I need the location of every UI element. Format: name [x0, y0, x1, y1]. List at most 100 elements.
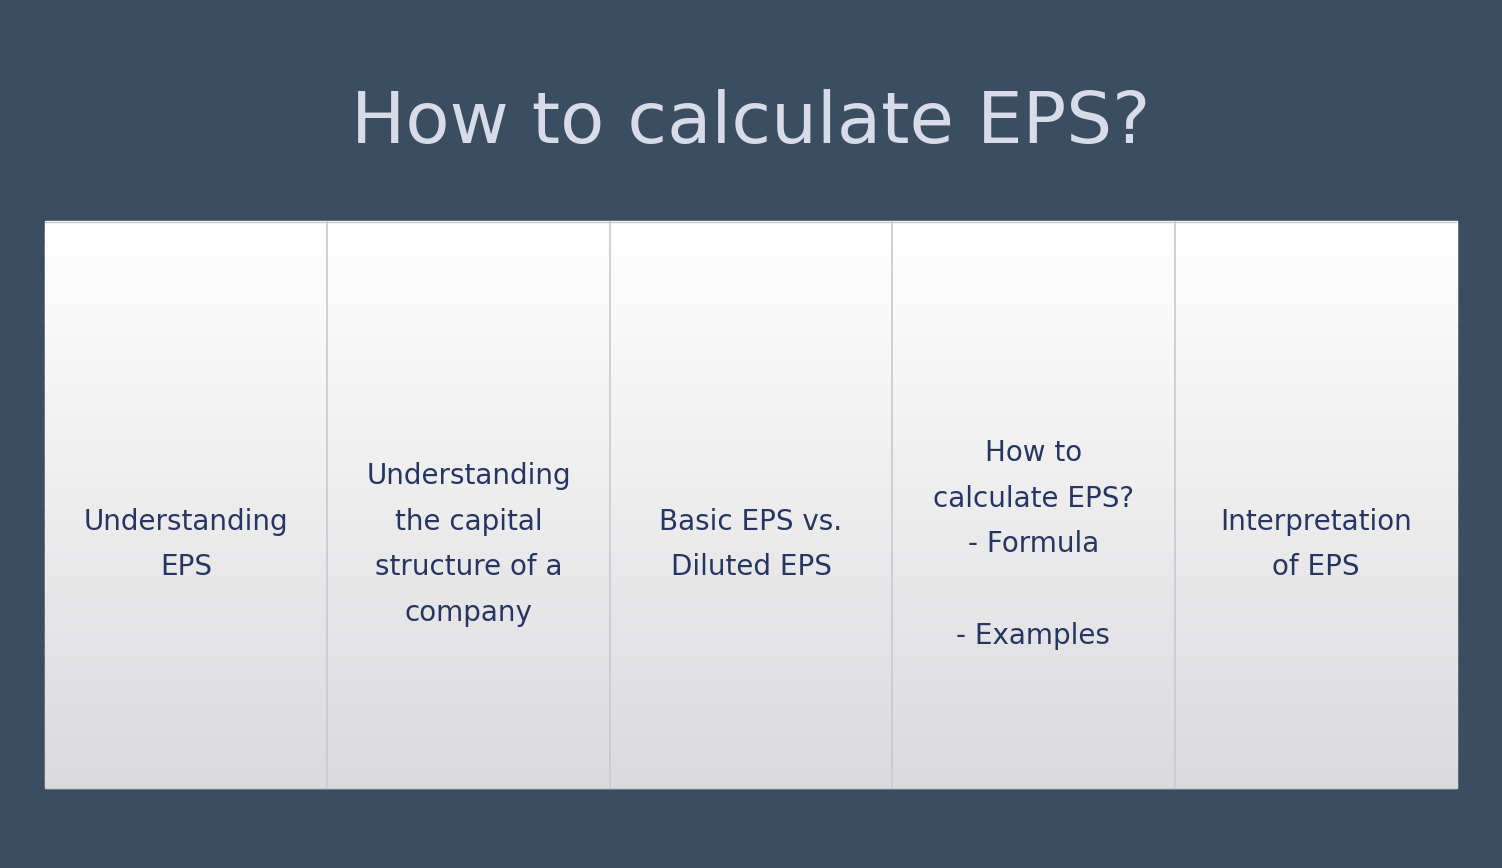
Bar [45, 788, 1457, 851]
Bar [45, 476, 1457, 479]
Bar [45, 603, 1457, 607]
Bar [45, 232, 1457, 236]
Bar [45, 319, 1457, 324]
Bar [45, 740, 1457, 743]
Bar [45, 747, 1457, 752]
Bar [45, 354, 1457, 358]
Bar [45, 779, 1457, 782]
Bar [45, 345, 1457, 349]
Bar [45, 473, 1457, 477]
Bar [45, 770, 1457, 774]
Bar [45, 561, 1457, 564]
Bar [45, 379, 1457, 383]
Bar [45, 487, 1457, 490]
Bar [45, 516, 1457, 519]
Bar [45, 317, 1457, 320]
Bar [45, 620, 1457, 624]
Bar [45, 297, 1457, 301]
Bar [45, 745, 1457, 748]
Bar [45, 339, 1457, 344]
Bar [45, 424, 1457, 428]
Bar [45, 586, 1457, 590]
Bar [45, 431, 1457, 434]
Bar [45, 662, 1457, 667]
Bar [45, 411, 1457, 414]
Bar [45, 243, 1457, 247]
Bar [45, 419, 1457, 423]
Bar [45, 362, 1457, 366]
Bar [45, 606, 1457, 609]
Bar [45, 722, 1457, 726]
Bar [45, 711, 1457, 714]
Bar [45, 762, 1457, 766]
Bar [45, 300, 1457, 304]
Bar [45, 572, 1457, 575]
Bar [45, 249, 1457, 253]
Bar [45, 413, 1457, 417]
Bar [45, 682, 1457, 686]
Bar [45, 648, 1457, 652]
Bar [45, 705, 1457, 709]
Bar [45, 657, 1457, 661]
Bar [45, 782, 1457, 786]
Bar [45, 388, 1457, 391]
Bar [45, 785, 1457, 788]
Bar [45, 453, 1457, 457]
Bar [45, 549, 1457, 553]
Bar [45, 668, 1457, 672]
Bar [45, 765, 1457, 768]
Bar [45, 697, 1457, 700]
Bar [45, 332, 1457, 335]
Bar [45, 343, 1457, 346]
Bar [45, 274, 1457, 278]
Bar [45, 558, 1457, 562]
Bar [45, 229, 1457, 233]
Bar [45, 371, 1457, 374]
Bar [45, 643, 1457, 647]
Bar [45, 373, 1457, 378]
Bar [45, 393, 1457, 398]
Bar [45, 464, 1457, 468]
Bar [45, 404, 1457, 409]
Bar [45, 416, 1457, 420]
Bar [45, 628, 1457, 632]
Bar [45, 359, 1457, 363]
Bar [45, 518, 1457, 522]
Bar [45, 575, 1457, 578]
Bar [45, 543, 1457, 548]
Bar [45, 623, 1457, 627]
Bar [45, 713, 1457, 717]
Bar [45, 756, 1457, 760]
Bar [45, 422, 1457, 425]
Bar [45, 651, 1457, 655]
Bar [45, 615, 1457, 618]
Bar [45, 498, 1457, 502]
Bar [45, 247, 1457, 250]
Bar [45, 595, 1457, 598]
Bar [45, 263, 1457, 266]
Bar [45, 501, 1457, 505]
Bar [45, 292, 1457, 295]
Bar [45, 391, 1457, 394]
Bar [45, 776, 1457, 779]
Bar [45, 569, 1457, 573]
Bar [45, 258, 1457, 261]
Bar [45, 666, 1457, 669]
Bar [45, 716, 1457, 720]
Bar [45, 444, 1457, 448]
Bar [45, 512, 1457, 516]
Bar [45, 555, 1457, 559]
Bar [45, 289, 1457, 293]
Bar [45, 583, 1457, 587]
Bar [45, 736, 1457, 740]
Bar [45, 581, 1457, 584]
Bar [45, 280, 1457, 284]
Bar [45, 529, 1457, 533]
Bar [45, 482, 1457, 485]
Bar [45, 547, 1457, 550]
Bar [45, 654, 1457, 658]
Bar [45, 612, 1457, 615]
Bar [45, 385, 1457, 389]
Bar [45, 686, 1457, 689]
Bar [45, 314, 1457, 318]
